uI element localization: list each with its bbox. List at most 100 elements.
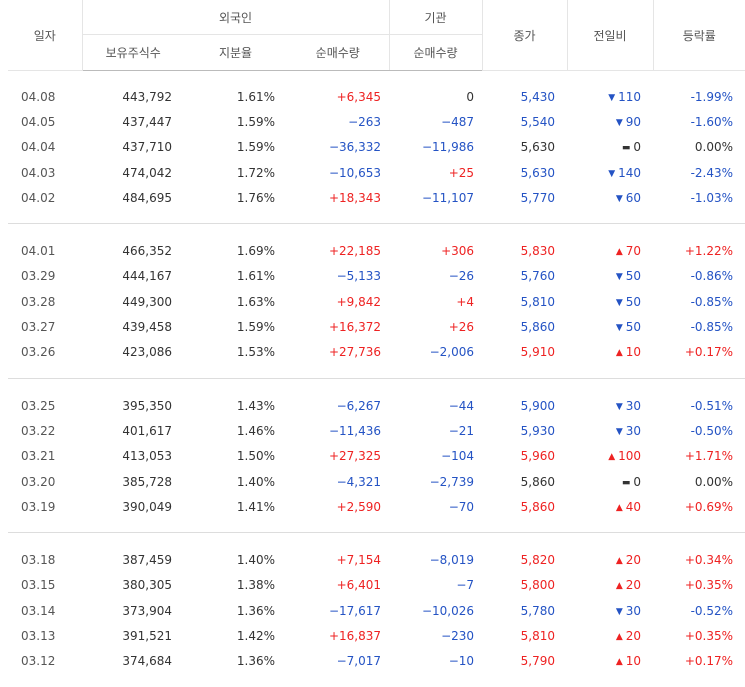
close-cell: 5,760 (520, 269, 556, 284)
close-header: 종가 (481, 0, 568, 71)
share-header: 지분율 (184, 34, 287, 71)
inst-net-cell: +4 (456, 294, 475, 309)
up-triangle-icon: ▲ (608, 452, 616, 463)
change-cell: ▼ 50 (567, 314, 653, 339)
date-cell: 03.26 (21, 345, 56, 360)
holdings-cell: 385,728 (122, 474, 172, 489)
rate-cell: -2.43% (690, 165, 734, 180)
close-cell: 5,910 (520, 345, 556, 360)
foreign-net-cell: −5,133 (336, 269, 382, 284)
table-row: 03.29 444,167 1.61% −5,133 −26 5,760 ▼ 50 -0.86% (8, 264, 745, 289)
table-row: 04.08 443,792 1.61% +6,345 0 5,430 ▼ 110 -1.99% (8, 84, 745, 109)
table-row: 03.27 439,458 1.59% +16,372 +26 5,860 ▼ 50 -0.85… (8, 314, 745, 339)
table-header: 일자 외국인 기관 종가 전일비 등락률 보유주식수 지분율 순매수량 순매수량 (8, 0, 745, 71)
change-value: 10 (625, 654, 642, 669)
inst-net-cell: −10 (448, 654, 475, 669)
inst-net-cell: −11,107 (421, 190, 475, 205)
table-row: 03.26 423,086 1.53% +27,736 −2,006 5,910 ▲ 10 +0… (8, 340, 745, 365)
holdings-cell: 380,305 (122, 578, 172, 593)
rate-cell: -0.50% (690, 423, 734, 438)
change-cell: ▼ 50 (567, 289, 653, 314)
rate-cell: +0.35% (684, 628, 734, 643)
up-triangle-icon: ▲ (615, 502, 623, 513)
change-cell: ▲ 20 (567, 623, 653, 648)
share-cell: 1.42% (236, 628, 275, 643)
rate-cell: 0.00% (694, 140, 734, 155)
rate-cell: -0.85% (690, 294, 734, 309)
share-cell: 1.72% (236, 165, 275, 180)
change-cell: ▲ 20 (567, 573, 653, 598)
change-value: 20 (625, 578, 642, 593)
holdings-cell: 387,459 (122, 553, 172, 568)
change-value: 60 (625, 190, 642, 205)
change-cell: ▲ 20 (567, 547, 653, 572)
change-value: 10 (625, 345, 642, 360)
foreign-net-cell: +9,842 (336, 294, 382, 309)
group-spacer (8, 71, 745, 85)
group-spacer (8, 225, 745, 238)
share-cell: 1.41% (236, 499, 275, 514)
up-triangle-icon: ▲ (615, 631, 623, 642)
table-row: 03.18 387,459 1.40% +7,154 −8,019 5,820 ▲ 20 +0.… (8, 547, 745, 572)
down-triangle-icon: ▼ (615, 193, 623, 204)
table-row: 03.19 390,049 1.41% +2,590 −70 5,860 ▲ 40 +0.69% (8, 494, 745, 519)
up-triangle-icon: ▲ (615, 581, 623, 592)
inst-net-cell: −44 (448, 398, 475, 413)
rate-cell: +0.17% (684, 654, 734, 669)
group-divider (8, 223, 745, 226)
change-cell: ▲ 40 (567, 494, 653, 519)
table-row: 03.20 385,728 1.40% −4,321 −2,739 5,860 ▬ 0 0.00… (8, 469, 745, 494)
up-triangle-icon: ▲ (615, 247, 623, 258)
holdings-cell: 449,300 (122, 294, 172, 309)
close-cell: 5,960 (520, 449, 556, 464)
inst-net-cell: −26 (448, 269, 475, 284)
down-triangle-icon: ▼ (615, 426, 623, 437)
holdings-cell: 373,904 (122, 603, 172, 618)
institution-header: 기관 (388, 0, 483, 35)
share-cell: 1.69% (236, 244, 275, 259)
change-cell: ▼ 30 (567, 598, 653, 623)
close-cell: 5,770 (520, 190, 556, 205)
inst-net-cell: 0 (466, 89, 475, 104)
inst-net-cell: −487 (441, 114, 475, 129)
change-cell: ▼ 60 (567, 185, 653, 210)
holdings-cell: 395,350 (122, 398, 172, 413)
up-triangle-icon: ▲ (615, 657, 623, 668)
share-cell: 1.43% (236, 398, 275, 413)
rate-cell: +0.34% (684, 553, 734, 568)
date-cell: 04.04 (21, 140, 56, 155)
date-cell: 03.15 (21, 578, 56, 593)
inst-net-cell: −11,986 (421, 140, 475, 155)
flat-dash-icon: ▬ (621, 477, 631, 488)
inst-net-cell: −8,019 (429, 553, 475, 568)
foreign-net-cell: +27,736 (328, 345, 382, 360)
close-cell: 5,900 (520, 398, 556, 413)
date-cell: 03.13 (21, 628, 56, 643)
group-spacer (8, 519, 745, 533)
inst-net-cell: −70 (448, 499, 475, 514)
group-spacer (8, 365, 745, 379)
table-row: 04.02 484,695 1.76% +18,343 −11,107 5,770 ▼ 60 -… (8, 185, 745, 210)
foreign-net-cell: +16,837 (328, 628, 382, 643)
down-triangle-icon: ▼ (615, 401, 623, 412)
change-cell: ▬ 0 (567, 469, 653, 494)
holdings-cell: 413,053 (122, 449, 172, 464)
rate-cell: -1.99% (690, 89, 734, 104)
table-row: 04.05 437,447 1.59% −263 −487 5,540 ▼ 90 -1.60% (8, 109, 745, 134)
share-cell: 1.59% (236, 114, 275, 129)
foreign-net-cell: −11,436 (328, 423, 382, 438)
share-cell: 1.50% (236, 449, 275, 464)
inst-net-cell: +25 (448, 165, 475, 180)
change-header: 전일비 (566, 0, 654, 71)
rate-cell: +0.17% (684, 345, 734, 360)
change-value: 50 (625, 269, 642, 284)
foreign-net-cell: −4,321 (336, 474, 382, 489)
change-cell: ▼ 30 (567, 418, 653, 443)
change-value: 50 (625, 294, 642, 309)
change-value: 20 (625, 628, 642, 643)
holdings-header: 보유주식수 (81, 34, 184, 71)
inst-net-cell: −2,739 (429, 474, 475, 489)
up-triangle-icon: ▲ (615, 348, 623, 359)
share-cell: 1.61% (236, 269, 275, 284)
change-value: 140 (618, 165, 642, 180)
